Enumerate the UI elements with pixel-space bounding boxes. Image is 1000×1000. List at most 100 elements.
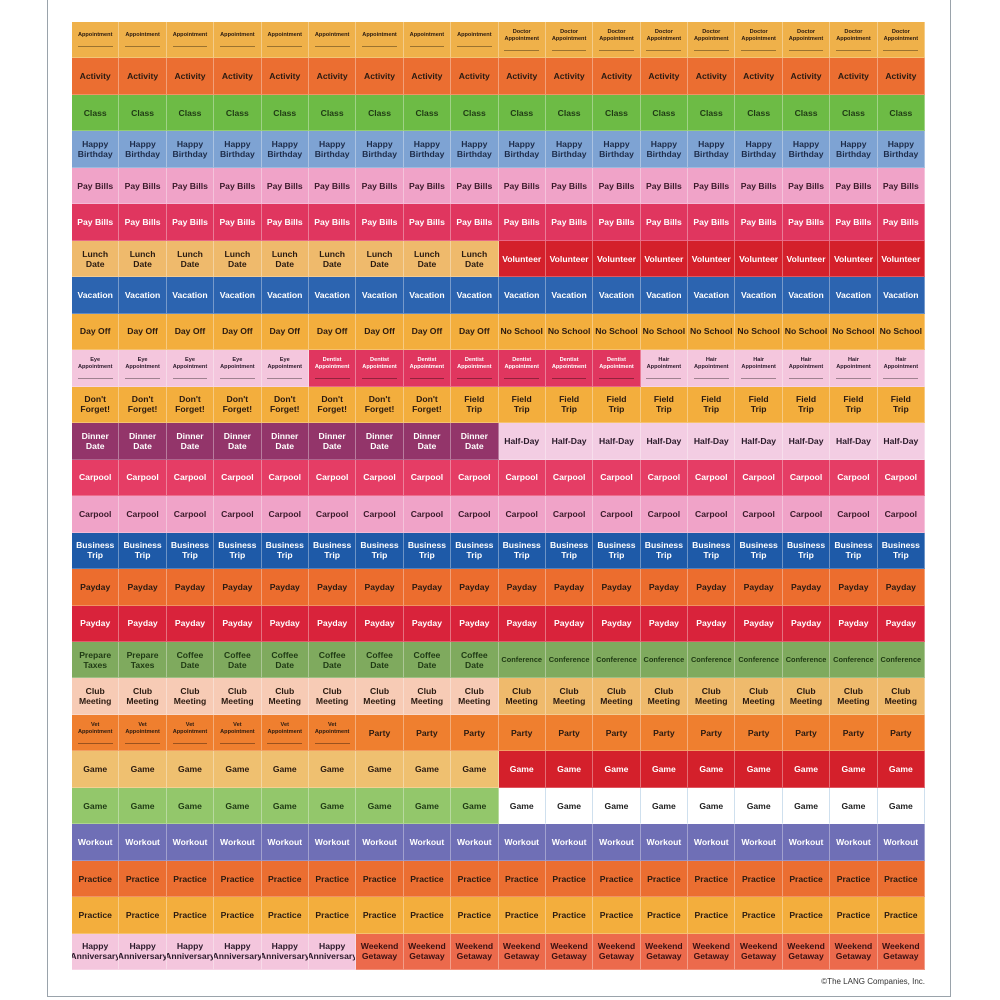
sticker-eye-appointment[interactable]: Eye Appointment xyxy=(166,350,215,387)
sticker-happy-birthday[interactable]: Happy Birthday xyxy=(261,131,309,168)
sticker-club-meeting[interactable]: Club Meeting xyxy=(498,678,546,715)
sticker-business-trip[interactable]: Business Trip xyxy=(545,532,594,570)
sticker-dinner-date[interactable]: Dinner Date xyxy=(72,423,120,460)
sticker-payday[interactable]: Payday xyxy=(214,605,262,642)
sticker-practice[interactable]: Practice xyxy=(782,897,831,934)
sticker-class[interactable]: Class xyxy=(735,94,783,132)
sticker-payday[interactable]: Payday xyxy=(593,605,641,642)
sticker-payday[interactable]: Payday xyxy=(782,569,831,606)
sticker-coffee-date[interactable]: Coffee Date xyxy=(261,641,309,679)
sticker-business-trip[interactable]: Business Trip xyxy=(640,532,689,570)
sticker-pay-bills[interactable]: Pay Bills xyxy=(877,204,926,241)
sticker-payday[interactable]: Payday xyxy=(545,605,594,642)
sticker-vet-appointment[interactable]: Vet Appointment xyxy=(308,714,357,752)
sticker-club-meeting[interactable]: Club Meeting xyxy=(830,678,878,715)
sticker-workout[interactable]: Workout xyxy=(214,824,262,861)
sticker-practice[interactable]: Practice xyxy=(498,860,546,898)
sticker-dentist-appointment[interactable]: Dentist Appointment xyxy=(545,350,594,387)
sticker-business-trip[interactable]: Business Trip xyxy=(119,532,167,570)
sticker-activity[interactable]: Activity xyxy=(356,58,404,95)
sticker-pay-bills[interactable]: Pay Bills xyxy=(830,167,878,205)
sticker-weekend-getaway[interactable]: Weekend Getaway xyxy=(545,933,594,971)
sticker-volunteer[interactable]: Volunteer xyxy=(545,240,594,278)
sticker-prepare-taxes[interactable]: Prepare Taxes xyxy=(119,641,167,679)
sticker-practice[interactable]: Practice xyxy=(830,897,878,934)
sticker-carpool[interactable]: Carpool xyxy=(308,459,357,497)
sticker-practice[interactable]: Practice xyxy=(403,860,452,898)
sticker-field-trip[interactable]: Field Trip xyxy=(830,386,878,424)
sticker-party[interactable]: Party xyxy=(356,714,404,752)
sticker-field-trip[interactable]: Field Trip xyxy=(877,386,926,424)
sticker-day-off[interactable]: Day Off xyxy=(356,313,404,351)
sticker-happy-birthday[interactable]: Happy Birthday xyxy=(119,131,167,168)
sticker-club-meeting[interactable]: Club Meeting xyxy=(214,678,262,715)
sticker-activity[interactable]: Activity xyxy=(830,58,878,95)
sticker-carpool[interactable]: Carpool xyxy=(451,496,499,533)
sticker-appointment[interactable]: Appointment xyxy=(451,22,499,59)
sticker-payday[interactable]: Payday xyxy=(119,605,167,642)
sticker-carpool[interactable]: Carpool xyxy=(640,459,689,497)
sticker-eye-appointment[interactable]: Eye Appointment xyxy=(72,350,120,387)
sticker-appointment[interactable]: Appointment xyxy=(261,22,309,59)
sticker-payday[interactable]: Payday xyxy=(214,569,262,606)
sticker-party[interactable]: Party xyxy=(403,714,452,752)
sticker-vacation[interactable]: Vacation xyxy=(166,277,215,314)
sticker-dinner-date[interactable]: Dinner Date xyxy=(261,423,309,460)
sticker-workout[interactable]: Workout xyxy=(72,824,120,861)
sticker-coffee-date[interactable]: Coffee Date xyxy=(166,641,215,679)
sticker-business-trip[interactable]: Business Trip xyxy=(261,532,309,570)
sticker-club-meeting[interactable]: Club Meeting xyxy=(261,678,309,715)
sticker-practice[interactable]: Practice xyxy=(451,860,499,898)
sticker-workout[interactable]: Workout xyxy=(119,824,167,861)
sticker-game[interactable]: Game xyxy=(451,751,499,788)
sticker-happy-anniversary[interactable]: Happy Anniversary xyxy=(261,933,309,971)
sticker-workout[interactable]: Workout xyxy=(166,824,215,861)
sticker-don-t-forget[interactable]: Don't Forget! xyxy=(356,386,404,424)
sticker-game[interactable]: Game xyxy=(166,787,215,825)
sticker-weekend-getaway[interactable]: Weekend Getaway xyxy=(782,933,831,971)
sticker-class[interactable]: Class xyxy=(261,94,309,132)
sticker-carpool[interactable]: Carpool xyxy=(830,496,878,533)
sticker-don-t-forget[interactable]: Don't Forget! xyxy=(214,386,262,424)
sticker-vet-appointment[interactable]: Vet Appointment xyxy=(166,714,215,752)
sticker-conference[interactable]: Conference xyxy=(640,641,689,679)
sticker-no-school[interactable]: No School xyxy=(498,313,546,351)
sticker-eye-appointment[interactable]: Eye Appointment xyxy=(261,350,309,387)
sticker-half-day[interactable]: Half-Day xyxy=(735,423,783,460)
sticker-workout[interactable]: Workout xyxy=(830,824,878,861)
sticker-vacation[interactable]: Vacation xyxy=(72,277,120,314)
sticker-carpool[interactable]: Carpool xyxy=(72,496,120,533)
sticker-game[interactable]: Game xyxy=(640,787,689,825)
sticker-class[interactable]: Class xyxy=(214,94,262,132)
sticker-activity[interactable]: Activity xyxy=(308,58,357,95)
sticker-weekend-getaway[interactable]: Weekend Getaway xyxy=(640,933,689,971)
sticker-pay-bills[interactable]: Pay Bills xyxy=(308,204,357,241)
sticker-game[interactable]: Game xyxy=(166,751,215,788)
sticker-no-school[interactable]: No School xyxy=(688,313,736,351)
sticker-activity[interactable]: Activity xyxy=(498,58,546,95)
sticker-pay-bills[interactable]: Pay Bills xyxy=(356,204,404,241)
sticker-day-off[interactable]: Day Off xyxy=(451,313,499,351)
sticker-dentist-appointment[interactable]: Dentist Appointment xyxy=(593,350,641,387)
sticker-carpool[interactable]: Carpool xyxy=(356,496,404,533)
sticker-game[interactable]: Game xyxy=(356,751,404,788)
sticker-no-school[interactable]: No School xyxy=(640,313,689,351)
sticker-practice[interactable]: Practice xyxy=(214,897,262,934)
sticker-happy-anniversary[interactable]: Happy Anniversary xyxy=(72,933,120,971)
sticker-club-meeting[interactable]: Club Meeting xyxy=(735,678,783,715)
sticker-lunch-date[interactable]: Lunch Date xyxy=(308,240,357,278)
sticker-lunch-date[interactable]: Lunch Date xyxy=(166,240,215,278)
sticker-appointment[interactable]: Appointment xyxy=(214,22,262,59)
sticker-game[interactable]: Game xyxy=(214,787,262,825)
sticker-happy-birthday[interactable]: Happy Birthday xyxy=(593,131,641,168)
sticker-happy-anniversary[interactable]: Happy Anniversary xyxy=(214,933,262,971)
sticker-appointment[interactable]: Appointment xyxy=(166,22,215,59)
sticker-lunch-date[interactable]: Lunch Date xyxy=(72,240,120,278)
sticker-game[interactable]: Game xyxy=(877,787,926,825)
sticker-payday[interactable]: Payday xyxy=(545,569,594,606)
sticker-day-off[interactable]: Day Off xyxy=(403,313,452,351)
sticker-pay-bills[interactable]: Pay Bills xyxy=(640,167,689,205)
sticker-pay-bills[interactable]: Pay Bills xyxy=(261,204,309,241)
sticker-game[interactable]: Game xyxy=(593,751,641,788)
sticker-weekend-getaway[interactable]: Weekend Getaway xyxy=(735,933,783,971)
